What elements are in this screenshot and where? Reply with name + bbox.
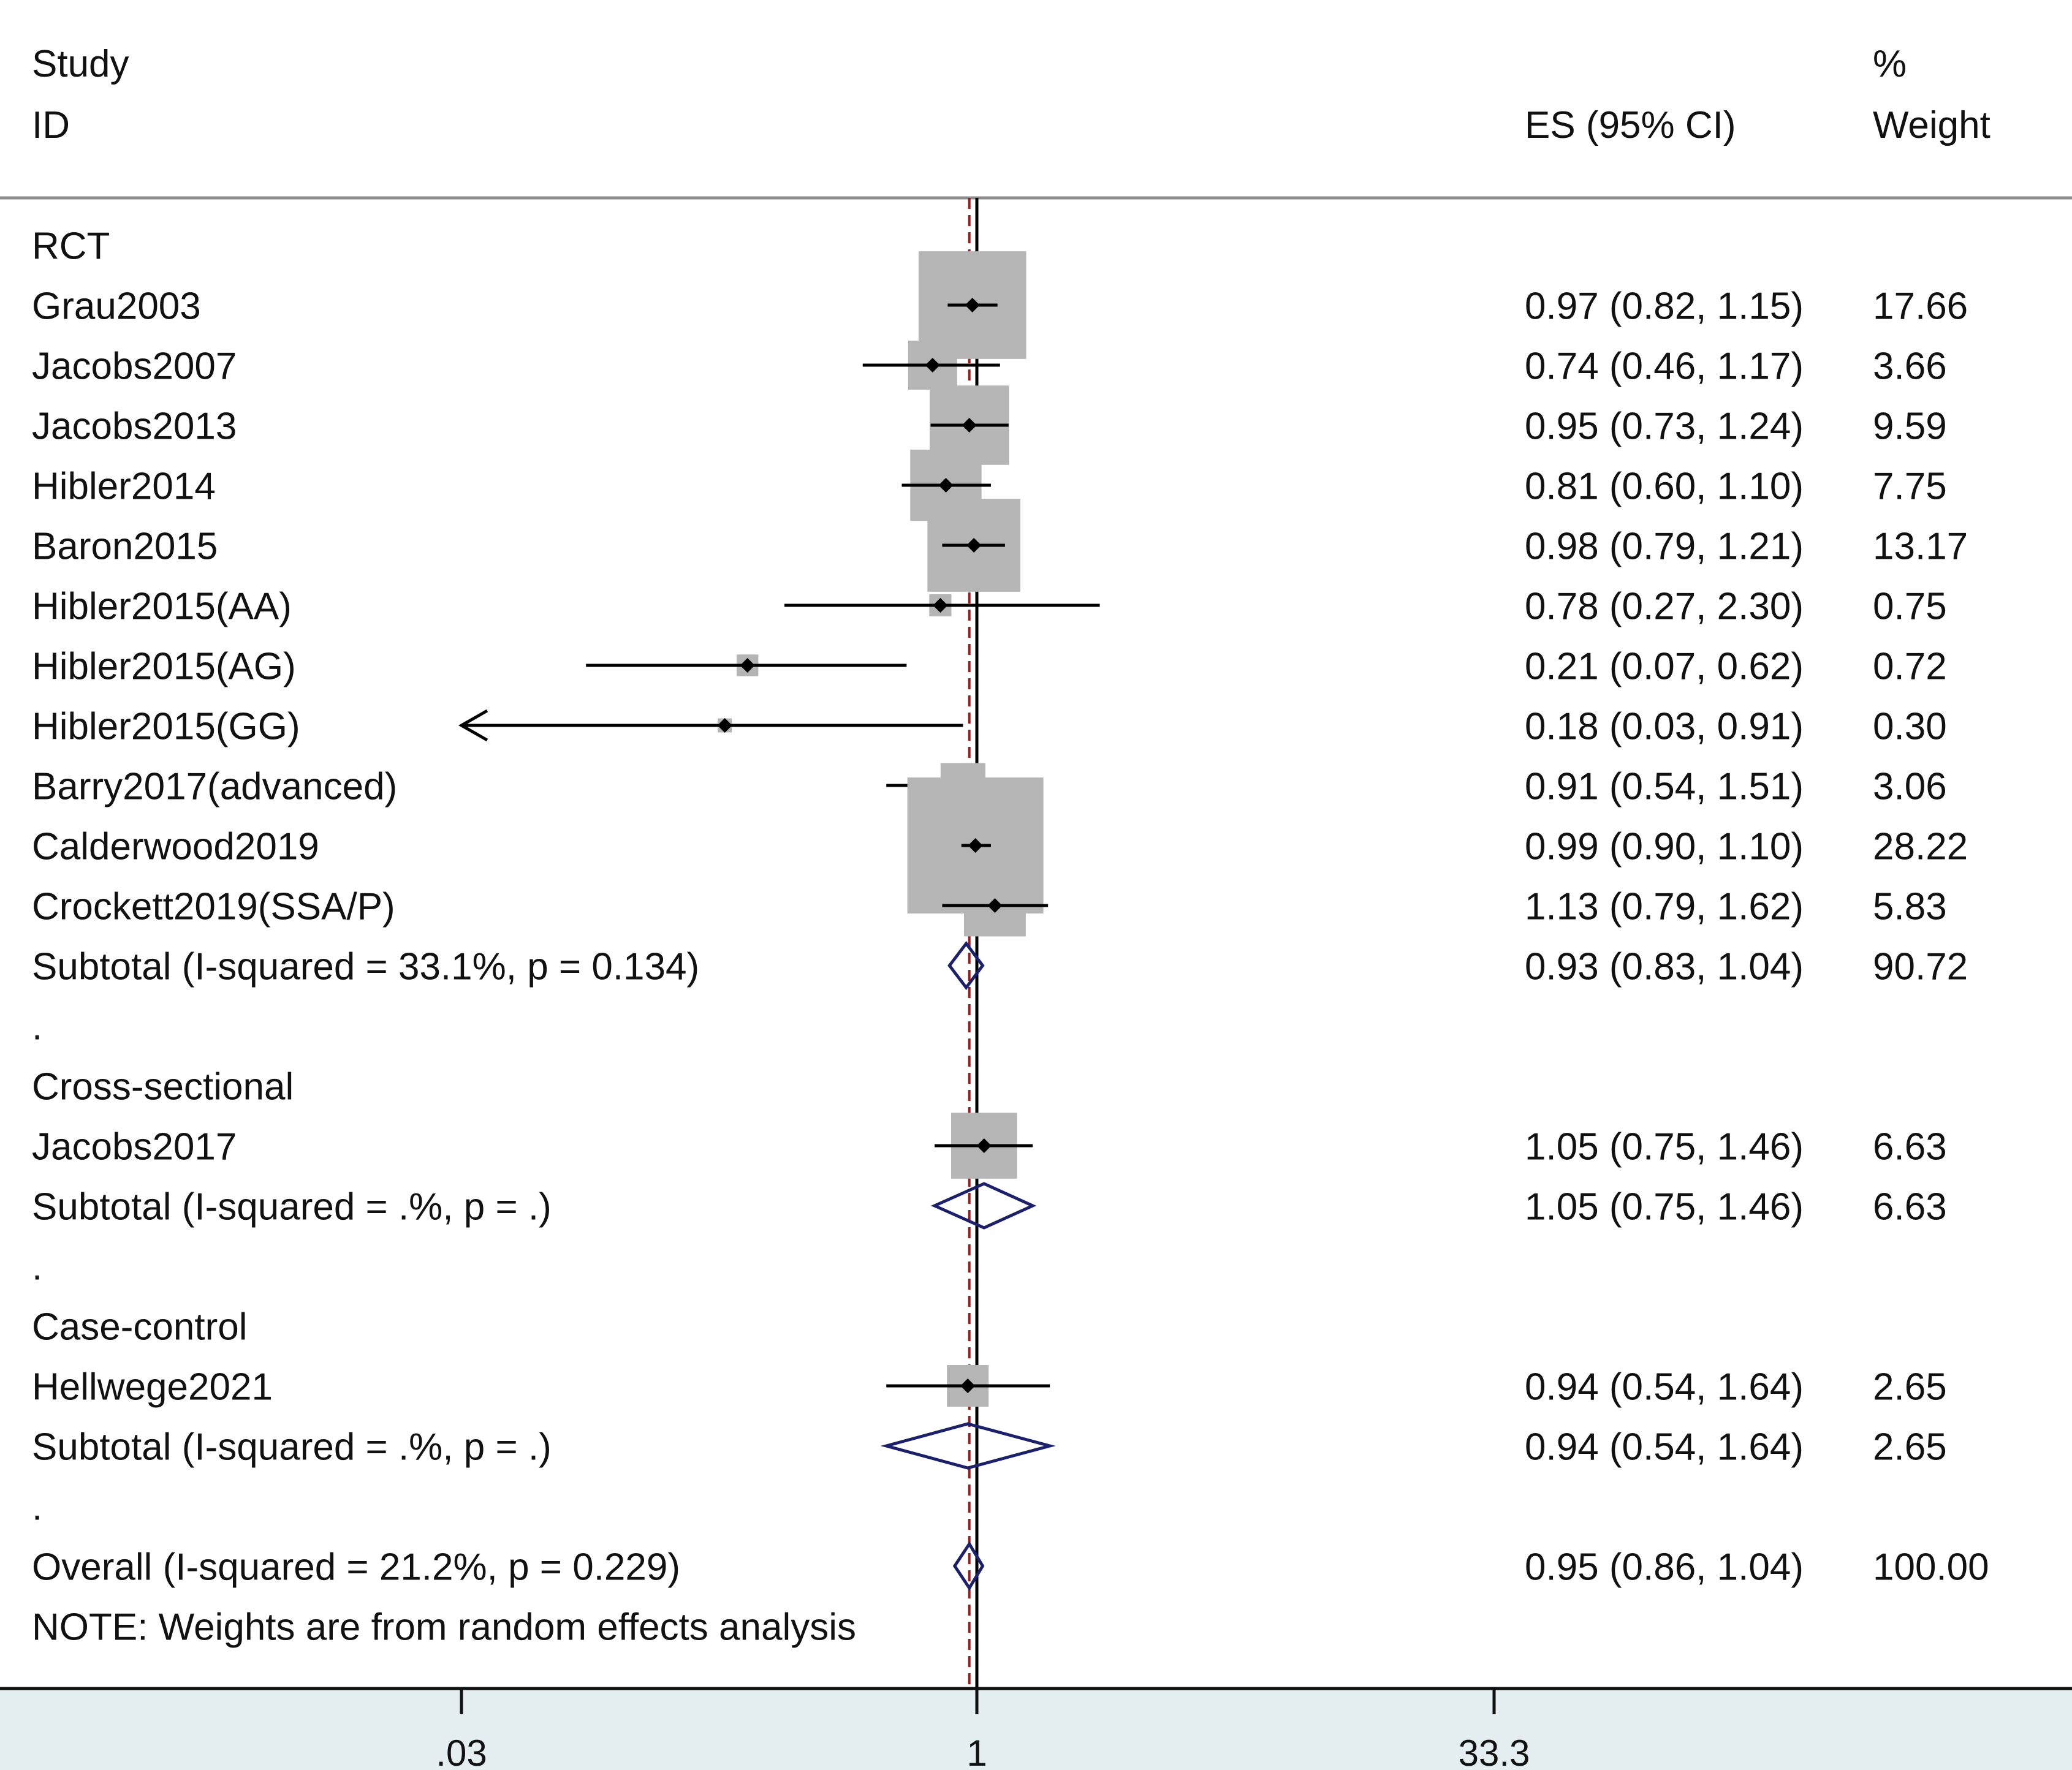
header-id: ID: [32, 104, 70, 146]
es-ci-value: 0.74 (0.46, 1.17): [1525, 345, 1804, 387]
row-label: Jacobs2007: [32, 345, 237, 387]
header-weight-percent: %: [1873, 43, 1907, 85]
x-tick-label: 1: [966, 1733, 987, 1770]
plot-marks: [458, 198, 1100, 1689]
row-label: Case-control: [32, 1306, 247, 1348]
weight-value: 5.83: [1873, 885, 1947, 928]
plot-rows: RCT Grau2003 0.97 (0.82, 1.15) 17.66 Jacobs2…: [32, 225, 1989, 1648]
weight-value: 3.66: [1873, 345, 1947, 387]
es-ci-value: 0.97 (0.82, 1.15): [1525, 285, 1804, 327]
weight-value: 6.63: [1873, 1186, 1947, 1228]
weight-value: 28.22: [1873, 825, 1968, 868]
weight-value: 90.72: [1873, 945, 1968, 988]
weight-value: 2.65: [1873, 1426, 1947, 1468]
weight-value: 2.65: [1873, 1366, 1947, 1408]
point-estimate: [966, 538, 982, 553]
row-label: Hibler2015(AG): [32, 645, 296, 687]
row-label: .: [32, 1005, 42, 1048]
row-label: RCT: [32, 225, 110, 267]
point-estimate: [925, 358, 940, 373]
es-ci-value: 0.78 (0.27, 2.30): [1525, 585, 1804, 627]
x-axis-ticks: .03 1 33.3: [436, 1689, 1530, 1770]
point-estimate: [976, 1138, 992, 1153]
x-tick-label: .03: [436, 1733, 487, 1770]
row-label: Subtotal (I-squared = 33.1%, p = 0.134): [32, 945, 699, 988]
row-label: .: [32, 1246, 42, 1288]
es-ci-value: 0.95 (0.86, 1.04): [1525, 1546, 1804, 1588]
row-label: Hibler2015(GG): [32, 705, 300, 747]
weight-value: 6.63: [1873, 1125, 1947, 1168]
row-label: Hibler2014: [32, 465, 216, 507]
row-label: Crockett2019(SSA/P): [32, 885, 395, 928]
header-es: ES (95% CI): [1525, 104, 1736, 146]
row-label: Hellwege2021: [32, 1366, 273, 1408]
weight-value: 0.30: [1873, 705, 1947, 747]
row-label: NOTE: Weights are from random effects an…: [32, 1606, 856, 1648]
es-ci-value: 0.93 (0.83, 1.04): [1525, 945, 1804, 988]
point-estimate: [968, 838, 983, 853]
weight-value: 17.66: [1873, 285, 1968, 327]
row-label: Jacobs2017: [32, 1125, 237, 1168]
point-estimate: [960, 1379, 976, 1393]
row-label: Cross-sectional: [32, 1065, 294, 1108]
subtotal-diamond: [947, 940, 985, 991]
row-label: Baron2015: [32, 525, 218, 567]
point-estimate: [965, 298, 980, 312]
row-label: Subtotal (I-squared = .%, p = .): [32, 1186, 552, 1228]
es-ci-value: 0.91 (0.54, 1.51): [1525, 765, 1804, 807]
weight-value: 100.00: [1873, 1546, 1989, 1588]
ci-truncation-arrow: [458, 709, 488, 742]
row-label: Grau2003: [32, 285, 201, 327]
es-ci-value: 1.13 (0.79, 1.62): [1525, 885, 1804, 928]
header-study: Study: [32, 43, 129, 85]
point-estimate: [933, 598, 948, 613]
point-estimate: [938, 478, 954, 493]
subtotal-diamond: [880, 1422, 1056, 1470]
row-label: Subtotal (I-squared = .%, p = .): [32, 1426, 552, 1468]
point-estimate: [717, 718, 732, 733]
weight-value: 0.72: [1873, 645, 1947, 687]
es-ci-value: 0.98 (0.79, 1.21): [1525, 525, 1804, 567]
axis-band: [0, 1689, 2072, 1770]
es-ci-value: 0.94 (0.54, 1.64): [1525, 1366, 1804, 1408]
row-label: Overall (I-squared = 21.2%, p = 0.229): [32, 1546, 680, 1588]
weight-value: 9.59: [1873, 405, 1947, 447]
weight-value: 0.75: [1873, 585, 1947, 627]
row-label: Barry2017(advanced): [32, 765, 397, 807]
subtotal-diamond: [930, 1182, 1037, 1230]
point-estimate: [987, 898, 1003, 913]
weight-value: 13.17: [1873, 525, 1968, 567]
es-ci-value: 1.05 (0.75, 1.46): [1525, 1186, 1804, 1228]
es-ci-value: 1.05 (0.75, 1.46): [1525, 1125, 1804, 1168]
weight-value: 3.06: [1873, 765, 1947, 807]
row-label: .: [32, 1486, 42, 1528]
row-label: Hibler2015(AA): [32, 585, 292, 627]
row-label: Jacobs2013: [32, 405, 237, 447]
x-tick-label: 33.3: [1459, 1733, 1530, 1770]
es-ci-value: 0.99 (0.90, 1.10): [1525, 825, 1804, 868]
row-label: Calderwood2019: [32, 825, 319, 868]
es-ci-value: 0.18 (0.03, 0.91): [1525, 705, 1804, 747]
point-estimate: [962, 418, 977, 433]
es-ci-value: 0.94 (0.54, 1.64): [1525, 1426, 1804, 1468]
overall-diamond: [952, 1541, 985, 1591]
es-ci-value: 0.95 (0.73, 1.24): [1525, 405, 1804, 447]
header-weight: Weight: [1873, 104, 1990, 146]
es-ci-value: 0.21 (0.07, 0.62): [1525, 645, 1804, 687]
es-ci-value: 0.81 (0.60, 1.10): [1525, 465, 1804, 507]
weight-value: 7.75: [1873, 465, 1947, 507]
point-estimate: [740, 658, 755, 673]
